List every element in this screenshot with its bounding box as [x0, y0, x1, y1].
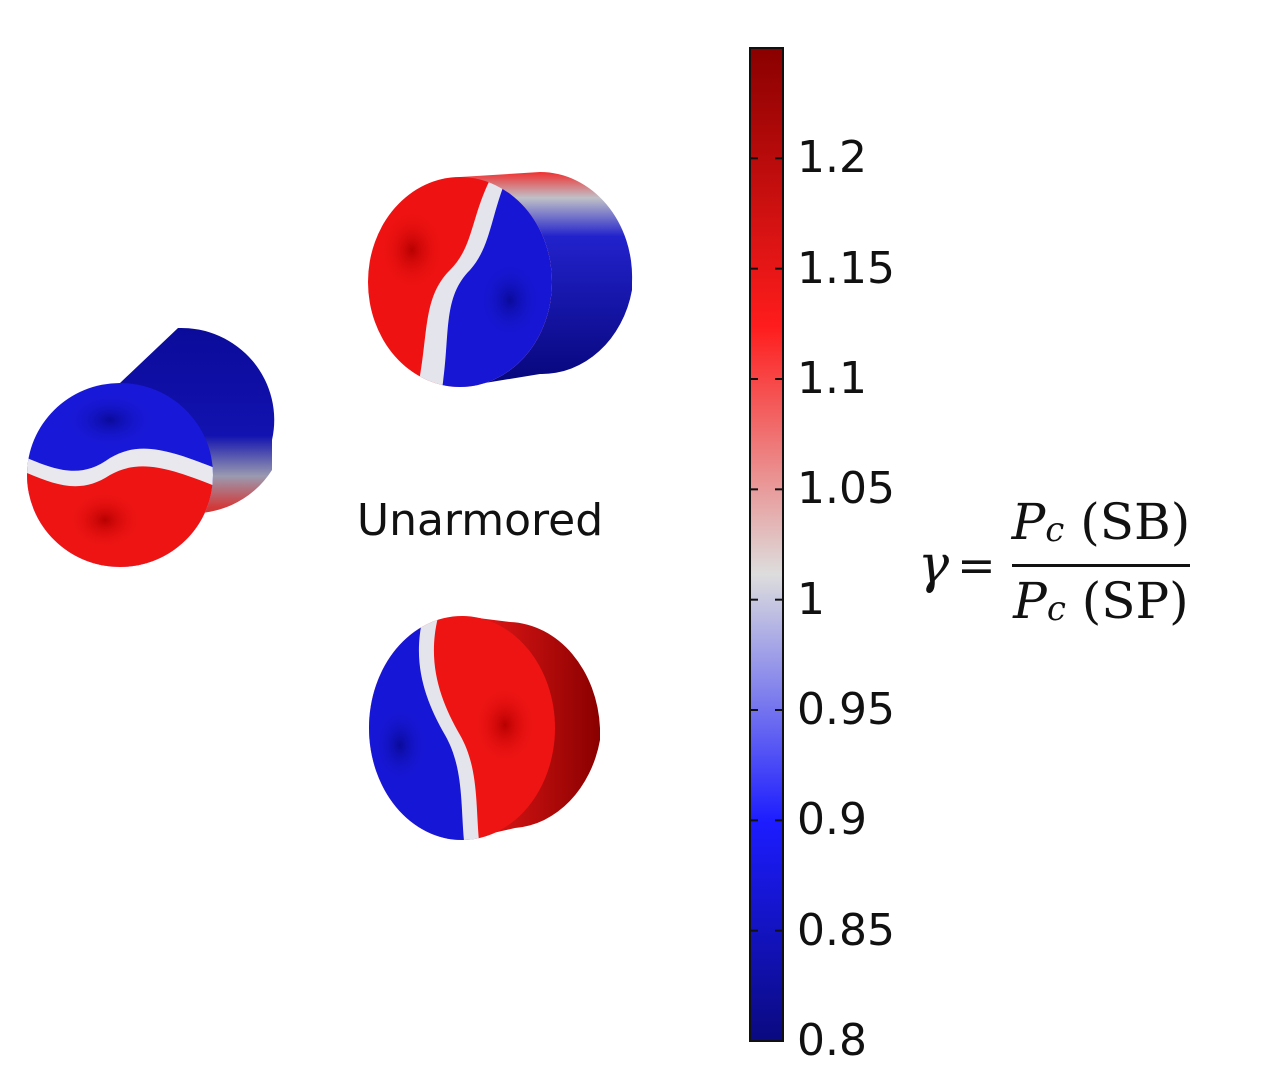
cylinder-left-face	[27, 383, 213, 567]
colorbar-tick-label: 0.95	[797, 684, 895, 735]
formula-fraction: Pc (SB) Pc (SP)	[1011, 492, 1191, 639]
colorbar-tick-label: 0.85	[797, 904, 895, 956]
cylinder-top-face	[368, 177, 552, 387]
colorbar-tick-label: 1.1	[797, 353, 867, 404]
colorbar-tick-label: 1.05	[797, 463, 895, 515]
colorbar-tick-label: 1	[797, 573, 825, 625]
formula-equals: =	[957, 538, 996, 592]
colorbar	[749, 47, 784, 1042]
colorbar-tick-label: 0.9	[797, 794, 867, 846]
fraction-bar	[1011, 563, 1191, 567]
center-label: Unarmored	[356, 495, 604, 546]
colorbar-tick-label: 0.8	[797, 1015, 867, 1066]
cylinder-top	[368, 171, 633, 387]
cylinder-bottom	[369, 616, 600, 840]
gamma-formula: γ = Pc (SB) Pc (SP)	[918, 490, 1191, 640]
formula-symbol: γ	[918, 535, 950, 595]
cylinder-bottom-face	[369, 616, 555, 840]
colorbar-tick-label: 1.15	[797, 242, 895, 294]
formula-denominator: Pc (SP)	[1013, 571, 1189, 630]
colorbar-ticks	[750, 157, 783, 1042]
colorbar-tick-label: 1.2	[797, 132, 867, 184]
cylinder-left	[27, 327, 275, 567]
formula-numerator: Pc (SB)	[1011, 492, 1191, 551]
